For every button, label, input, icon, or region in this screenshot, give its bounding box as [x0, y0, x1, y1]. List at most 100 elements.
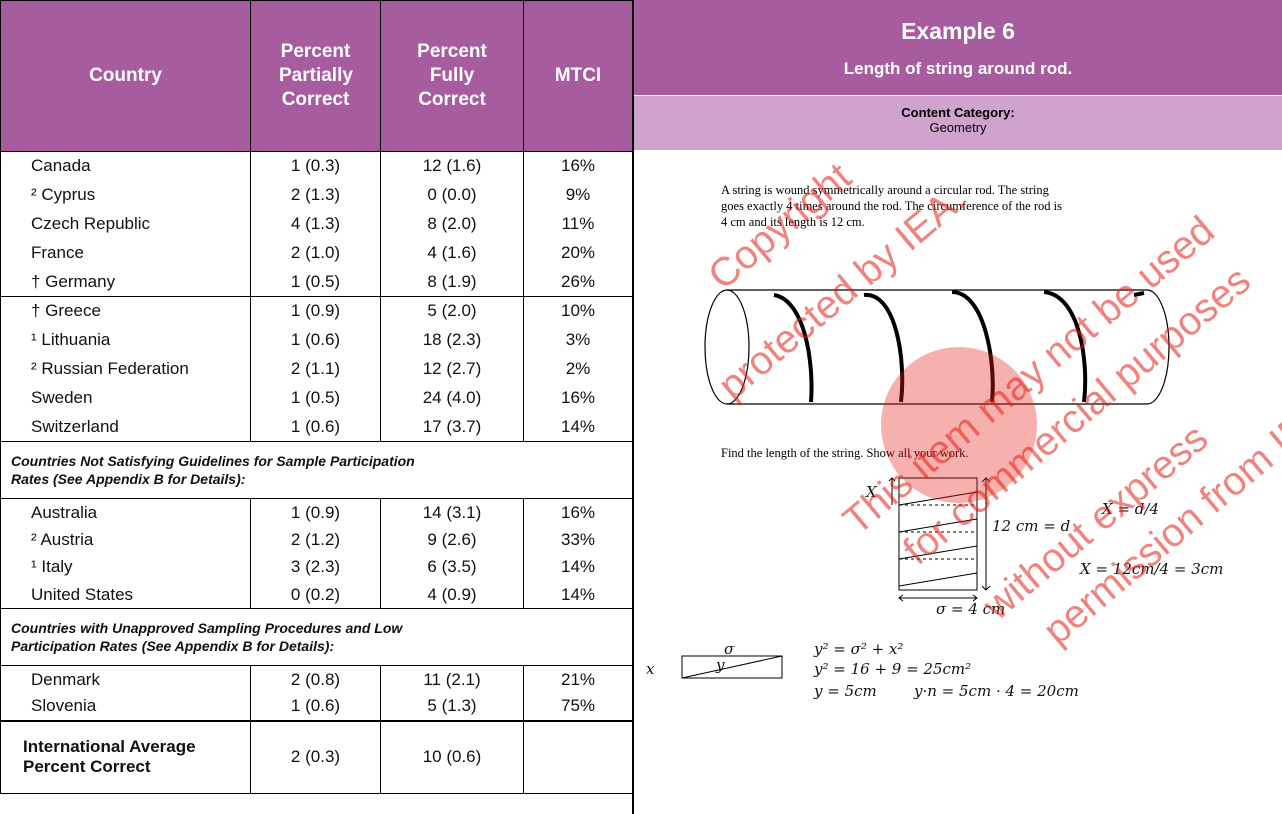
country-cell: Sweden — [0, 383, 251, 413]
country-cell: ² Austria — [0, 526, 251, 554]
mtci-cell: 16% — [523, 151, 633, 181]
country-cell: ² Russian Federation — [0, 354, 251, 384]
work-line: X = 12cm/4 = 3cm — [1080, 560, 1224, 578]
watermark-logo — [881, 347, 1037, 503]
data-row: Canada 1 (0.3) 12 (1.6) 16% — [0, 151, 633, 181]
data-row: ¹ Italy 3 (2.3) 6 (3.5) 14% — [0, 553, 633, 581]
fully-cell: 18 (2.3) — [380, 325, 524, 355]
country-cell: † Greece — [0, 296, 251, 326]
fully-cell: 12 (1.6) — [380, 151, 524, 181]
mtci-cell: 33% — [523, 526, 633, 554]
mtci-cell: 11% — [523, 209, 633, 239]
problem-text: A string is wound symmetrically around a… — [721, 183, 1062, 229]
partial-cell: 1 (0.3) — [250, 151, 381, 181]
country-cell: ¹ Lithuania — [0, 325, 251, 355]
string — [773, 290, 1145, 403]
category: Geometry — [929, 120, 987, 135]
country-cell: Czech Republic — [0, 209, 251, 239]
data-row: Slovenia 1 (0.6) 5 (1.3) 75% — [0, 693, 633, 721]
work-line: X — [866, 483, 877, 501]
country-cell: United States — [0, 581, 251, 609]
average-fully: 10 (0.6) — [380, 720, 524, 794]
mtci-cell: 16% — [523, 498, 633, 526]
work-line: x — [646, 660, 655, 678]
mtci-header: MTCI — [523, 0, 633, 152]
mtci-cell: 14% — [523, 412, 633, 442]
fully-cell: 6 (3.5) — [380, 553, 524, 581]
unrolled-rect — [681, 477, 991, 679]
results-table-panel: Country Percent Partially Correct Percen… — [0, 0, 633, 794]
partial-cell: 1 (0.6) — [250, 693, 381, 721]
data-row: ² Austria 2 (1.2) 9 (2.6) 33% — [0, 526, 633, 554]
category-band: Content Category: Geometry — [634, 95, 1282, 150]
mtci-cell: 9% — [523, 180, 633, 210]
data-row: ² Cyprus 2 (1.3) 0 (0.0) 9% — [0, 180, 633, 210]
average-mtci — [523, 720, 633, 794]
data-row: United States 0 (0.2) 4 (0.9) 14% — [0, 581, 633, 609]
mtci-cell: 14% — [523, 581, 633, 609]
data-row: ¹ Lithuania 1 (0.6) 18 (2.3) 3% — [0, 325, 633, 355]
rod — [704, 289, 1170, 405]
partial-cell: 1 (0.5) — [250, 267, 381, 297]
data-row: Sweden 1 (0.5) 24 (4.0) 16% — [0, 383, 633, 413]
average-row: International Average Percent Correct 2 (… — [0, 720, 633, 794]
partial-cell: 2 (1.0) — [250, 238, 381, 268]
fully-cell: 5 (2.0) — [380, 296, 524, 326]
mtci-cell: 75% — [523, 693, 633, 721]
fully-cell: 8 (2.0) — [380, 209, 524, 239]
country-cell: Australia — [0, 498, 251, 526]
country-cell: Switzerland — [0, 412, 251, 442]
country-cell: ¹ Italy — [0, 553, 251, 581]
section-heading: Countries with Unapproved Sampling Proce… — [0, 608, 633, 666]
data-row: Czech Republic 4 (1.3) 8 (2.0) 11% — [0, 209, 633, 239]
example-subtitle: Length of string around rod. — [843, 59, 1073, 78]
partial-cell: 3 (2.3) — [250, 553, 381, 581]
partial-cell: 1 (0.5) — [250, 383, 381, 413]
data-row: ² Russian Federation 2 (1.1) 12 (2.7) 2% — [0, 354, 633, 384]
mtci-cell: 14% — [523, 553, 633, 581]
section-row: Countries Not Satisfying Guidelines for … — [0, 441, 633, 499]
partial-cell: 1 (0.9) — [250, 296, 381, 326]
fully-cell: 14 (3.1) — [380, 498, 524, 526]
partial-cell: 1 (0.6) — [250, 325, 381, 355]
data-row: Switzerland 1 (0.6) 17 (3.7) 14% — [0, 412, 633, 442]
mtci-cell: 10% — [523, 296, 633, 326]
section-heading: Countries Not Satisfying Guidelines for … — [0, 441, 633, 499]
partial-cell: 2 (1.3) — [250, 180, 381, 210]
results-table: Country Percent Partially Correct Percen… — [0, 0, 633, 794]
work-line: y = 5cm — [814, 682, 877, 700]
partial-header: Percent Partially Correct — [250, 0, 381, 152]
work-line: y — [716, 656, 725, 674]
average-partial: 2 (0.3) — [250, 720, 381, 794]
partial-cell: 0 (0.2) — [250, 581, 381, 609]
data-row: Australia 1 (0.9) 14 (3.1) 16% — [0, 498, 633, 526]
country-header: Country — [0, 0, 251, 152]
fully-cell: 9 (2.6) — [380, 526, 524, 554]
mtci-cell: 20% — [523, 238, 633, 268]
mtci-cell: 21% — [523, 665, 633, 693]
mtci-cell: 16% — [523, 383, 633, 413]
country-cell: Denmark — [0, 665, 251, 693]
fully-cell: 11 (2.1) — [380, 665, 524, 693]
example-header: Example 6 Length of string around rod. — [634, 0, 1282, 95]
example-panel: Example 6 Length of string around rod. C… — [632, 0, 1282, 814]
partial-cell: 1 (0.6) — [250, 412, 381, 442]
fully-header: Percent Fully Correct — [380, 0, 524, 152]
drawings — [681, 289, 1170, 679]
fully-cell: 5 (1.3) — [380, 693, 524, 721]
section-row: Countries with Unapproved Sampling Proce… — [0, 608, 633, 666]
example-title: Example 6 — [901, 18, 1015, 44]
partial-cell: 1 (0.9) — [250, 498, 381, 526]
category-label: Content Category: — [901, 105, 1015, 120]
data-row: † Greece 1 (0.9) 5 (2.0) 10% — [0, 296, 633, 326]
data-row: France 2 (1.0) 4 (1.6) 20% — [0, 238, 633, 268]
fully-cell: 0 (0.0) — [380, 180, 524, 210]
table-body: Canada 1 (0.3) 12 (1.6) 16% ² Cyprus 2 (1.3) 0… — [0, 151, 633, 794]
work-line: y·n = 5cm · 4 = 20cm — [914, 682, 1079, 700]
fully-cell: 8 (1.9) — [380, 267, 524, 297]
fully-cell: 12 (2.7) — [380, 354, 524, 384]
work-line: 12 cm = d — [992, 517, 1071, 535]
average-label: International Average Percent Correct — [0, 720, 251, 794]
fully-cell: 24 (4.0) — [380, 383, 524, 413]
